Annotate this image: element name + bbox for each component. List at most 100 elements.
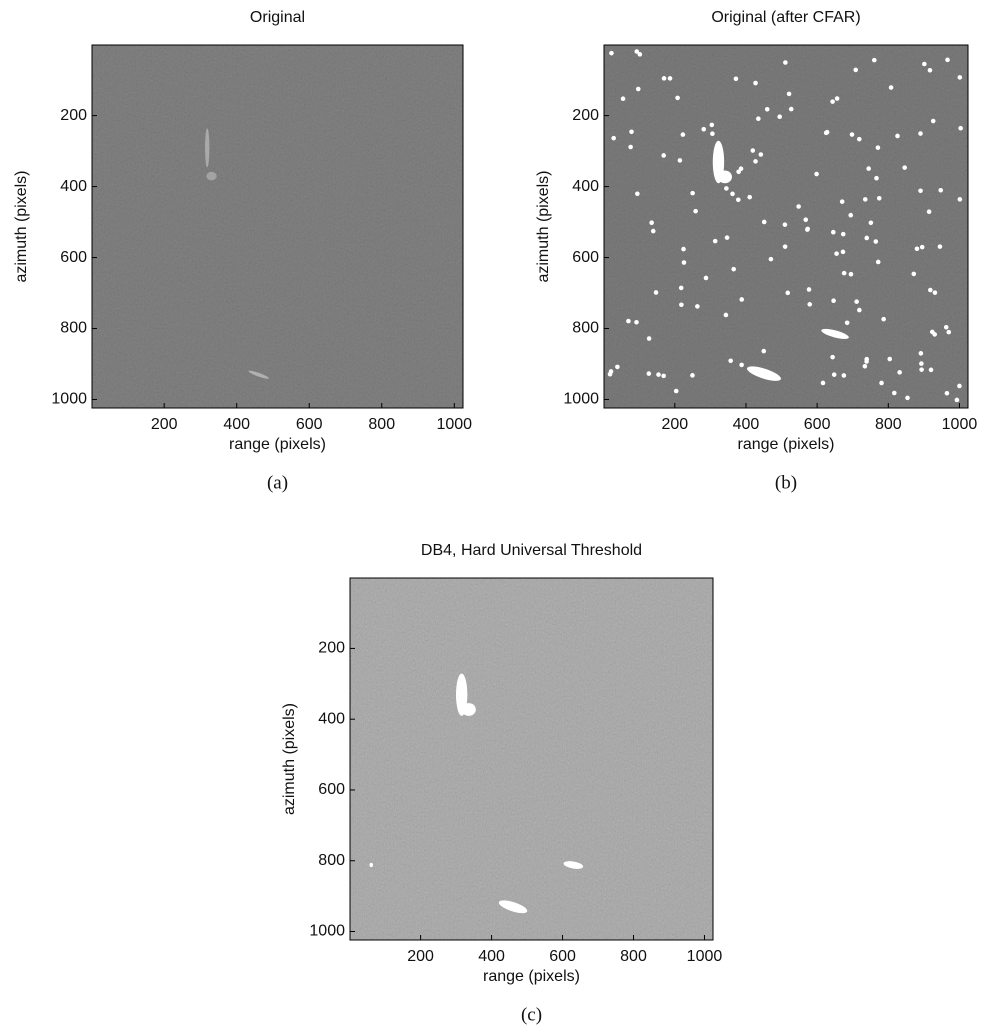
x-tick-label: 1000 bbox=[942, 416, 978, 433]
cfar-detection bbox=[709, 122, 715, 128]
cfar-detection bbox=[922, 61, 927, 67]
cfar-detection bbox=[635, 86, 641, 92]
cfar-detection bbox=[777, 114, 782, 119]
target bbox=[717, 170, 732, 184]
cfar-detection bbox=[731, 266, 737, 272]
y-tick-label: 1000 bbox=[563, 391, 599, 408]
cfar-detection bbox=[679, 302, 684, 308]
cfar-detection bbox=[888, 85, 894, 90]
cfar-detection bbox=[661, 76, 667, 81]
cfar-detection bbox=[911, 271, 917, 277]
cfar-detection bbox=[897, 370, 902, 375]
cfar-detection bbox=[747, 194, 753, 200]
cfar-detection bbox=[786, 91, 792, 97]
cfar-detection bbox=[887, 356, 893, 362]
chart-title: Original (after CFAR) bbox=[711, 9, 860, 26]
cfar-detection bbox=[661, 373, 666, 379]
cfar-detection bbox=[739, 297, 745, 302]
cfar-detection bbox=[608, 369, 614, 374]
cfar-detection bbox=[905, 395, 910, 401]
cfar-detection bbox=[753, 159, 758, 164]
x-tick-label: 800 bbox=[368, 416, 395, 433]
target bbox=[563, 861, 584, 869]
cfar-detection bbox=[879, 380, 884, 386]
cfar-detection bbox=[677, 158, 683, 163]
caption: (a) bbox=[267, 472, 288, 493]
cfar-detection bbox=[874, 175, 879, 181]
cfar-detection bbox=[693, 208, 698, 214]
x-axis-label: range (pixels) bbox=[738, 436, 835, 453]
cfar-detection bbox=[803, 217, 809, 223]
x-tick-label: 1000 bbox=[436, 416, 472, 433]
cfar-detection bbox=[609, 50, 614, 56]
cfar-detection bbox=[646, 371, 652, 376]
cfar-detection bbox=[724, 235, 730, 240]
cfar-detection bbox=[856, 136, 862, 142]
cfar-detection bbox=[872, 57, 877, 63]
cfar-detection bbox=[844, 320, 850, 326]
cfar-detection bbox=[661, 153, 667, 158]
cfar-detection bbox=[926, 209, 932, 215]
y-tick-label: 800 bbox=[318, 852, 345, 869]
cfar-detection bbox=[628, 144, 633, 150]
cfar-detection bbox=[690, 190, 695, 196]
cfar-detection bbox=[667, 76, 673, 81]
y-tick-label: 400 bbox=[572, 178, 599, 195]
cfar-detection bbox=[875, 145, 881, 150]
cfar-detection bbox=[919, 361, 924, 366]
cfar-detection bbox=[848, 271, 854, 277]
image bbox=[350, 578, 713, 940]
y-tick-label: 800 bbox=[572, 320, 599, 337]
x-tick-label: 400 bbox=[478, 948, 505, 965]
cfar-detection bbox=[954, 397, 960, 403]
cfar-detection bbox=[914, 246, 920, 252]
cfar-detection bbox=[626, 318, 631, 324]
cfar-detection bbox=[724, 186, 729, 191]
cfar-detection bbox=[758, 152, 764, 157]
cfar-detection bbox=[785, 290, 791, 296]
x-tick-label: 600 bbox=[296, 416, 323, 433]
cfar-detection bbox=[902, 165, 907, 170]
cfar-detection bbox=[881, 316, 886, 322]
cfar-detection bbox=[764, 107, 770, 112]
axes-frame bbox=[349, 577, 714, 941]
cfar-detection bbox=[831, 372, 837, 377]
cfar-detection bbox=[768, 256, 774, 262]
y-tick-label: 400 bbox=[318, 710, 345, 727]
target bbox=[206, 171, 217, 181]
x-axis-label: range (pixels) bbox=[229, 436, 326, 453]
cfar-detection bbox=[695, 304, 700, 309]
cfar-detection bbox=[957, 75, 963, 80]
cfar-detection bbox=[806, 287, 812, 292]
cfar-detection bbox=[681, 260, 687, 265]
cfar-detection bbox=[895, 133, 900, 139]
cfar-detection bbox=[756, 116, 761, 122]
x-tick-label: 200 bbox=[151, 416, 178, 433]
cfar-detection bbox=[840, 231, 846, 237]
target bbox=[205, 128, 210, 168]
x-tick-label: 800 bbox=[620, 948, 647, 965]
caption: (c) bbox=[521, 1004, 542, 1025]
y-axis-label: azimuth (pixels) bbox=[281, 703, 298, 815]
cfar-detection bbox=[753, 80, 758, 86]
cfar-detection bbox=[637, 52, 643, 57]
cfar-detection bbox=[690, 373, 695, 378]
y-tick-label: 800 bbox=[60, 320, 87, 337]
cfar-detection bbox=[675, 95, 680, 101]
cfar-detection bbox=[928, 367, 934, 373]
cfar-detection bbox=[958, 125, 963, 131]
cfar-detection bbox=[750, 148, 756, 153]
cfar-detection bbox=[866, 166, 871, 171]
cfar-detection bbox=[929, 329, 935, 335]
cfar-detection bbox=[805, 226, 810, 232]
y-tick-label: 600 bbox=[60, 249, 87, 266]
x-tick-label: 1000 bbox=[687, 948, 723, 965]
cfar-detection bbox=[918, 188, 923, 194]
target bbox=[248, 370, 269, 379]
cfar-detection bbox=[957, 197, 963, 202]
cfar-detection bbox=[646, 336, 652, 341]
y-tick-label: 1000 bbox=[51, 391, 87, 408]
cfar-detection bbox=[862, 363, 868, 369]
cfar-detection bbox=[820, 380, 826, 386]
